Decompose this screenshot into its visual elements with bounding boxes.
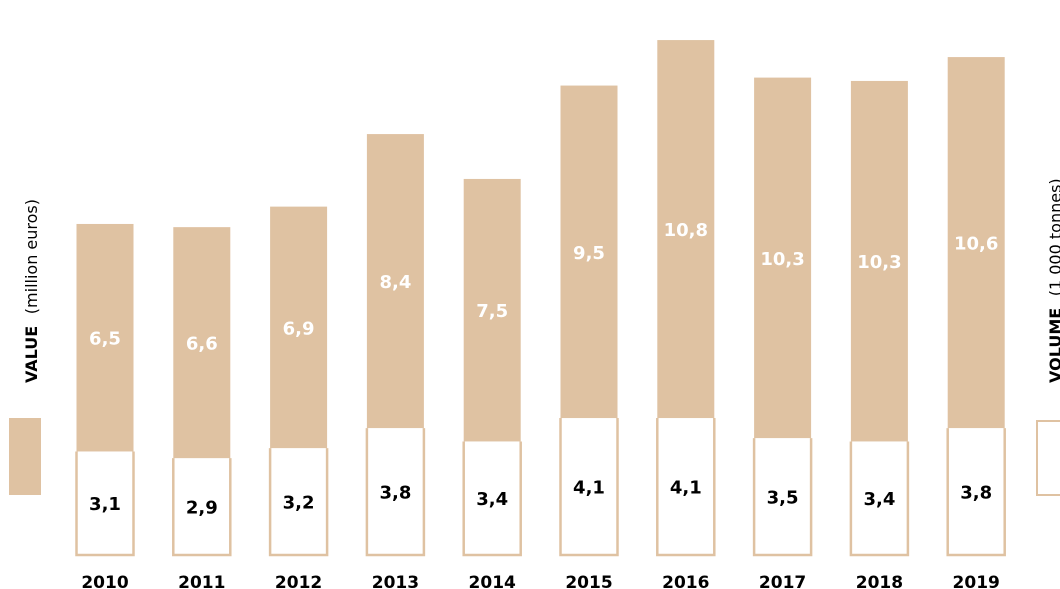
volume-bar-2016 bbox=[656, 418, 716, 557]
year-label-2012: 2012 bbox=[275, 573, 322, 589]
volume-bar-2019 bbox=[946, 428, 1006, 557]
volume-bar-2018 bbox=[849, 441, 910, 557]
year-label-2011: 2011 bbox=[178, 573, 225, 589]
volume-label-2016: 4,1 bbox=[670, 478, 702, 499]
bars-group: 6,5 3,1 2010 6,6 2,9 2011 6,9 3,2 2012 8,4 3,8 2013… bbox=[75, 40, 1006, 589]
year-label-2013: 2013 bbox=[372, 573, 419, 589]
value-bar-2019 bbox=[947, 57, 1005, 429]
value-bar-2013 bbox=[366, 134, 424, 429]
volume-axis-title: VOLUME (1 000 tonnes) bbox=[1046, 178, 1060, 383]
value-bar-2010 bbox=[76, 223, 134, 452]
value-label-2018: 10,3 bbox=[857, 252, 901, 273]
volume-label-2013: 3,8 bbox=[379, 483, 411, 504]
volume-bar-2013 bbox=[365, 428, 426, 557]
year-label-2015: 2015 bbox=[565, 573, 612, 589]
volume-bar-2012 bbox=[268, 448, 329, 557]
volume-bar-2017 bbox=[752, 438, 813, 557]
volume-bar-2011 bbox=[172, 458, 232, 557]
volume-legend-swatch bbox=[1036, 420, 1060, 496]
value-bar-2018 bbox=[850, 80, 908, 442]
volume-label-2011: 2,9 bbox=[186, 498, 218, 519]
volume-bar-2015 bbox=[559, 418, 619, 557]
volume-label-2019: 3,8 bbox=[960, 483, 992, 504]
value-label-2017: 10,3 bbox=[760, 249, 804, 270]
volume-label-2015: 4,1 bbox=[573, 478, 605, 499]
volume-bar-2014 bbox=[462, 441, 522, 557]
value-label-2014: 7,5 bbox=[476, 301, 508, 322]
value-bar-2014 bbox=[463, 178, 521, 442]
value-label-2016: 10,8 bbox=[664, 220, 708, 241]
year-label-2010: 2010 bbox=[81, 573, 128, 589]
value-label-2013: 8,4 bbox=[379, 272, 411, 293]
volume-label-2014: 3,4 bbox=[476, 489, 508, 510]
value-bar-2015 bbox=[560, 85, 618, 419]
year-label-2014: 2014 bbox=[469, 573, 516, 589]
value-bar-2016 bbox=[657, 40, 715, 419]
volume-bar-2010 bbox=[75, 451, 135, 557]
volume-label-2012: 3,2 bbox=[283, 493, 315, 514]
year-label-2016: 2016 bbox=[662, 573, 709, 589]
value-legend-swatch bbox=[9, 418, 41, 495]
value-label-2019: 10,6 bbox=[954, 234, 998, 255]
value-bar-2017 bbox=[754, 77, 812, 439]
value-label-2012: 6,9 bbox=[283, 318, 315, 339]
value-bar-2011 bbox=[173, 227, 231, 459]
year-label-2017: 2017 bbox=[759, 573, 806, 589]
value-bar-2012 bbox=[270, 206, 328, 449]
volume-label-2010: 3,1 bbox=[89, 494, 121, 515]
year-label-2018: 2018 bbox=[856, 573, 903, 589]
value-label-2010: 6,5 bbox=[89, 329, 121, 350]
volume-label-2017: 3,5 bbox=[767, 488, 799, 509]
year-label-2019: 2019 bbox=[953, 573, 1000, 589]
value-label-2011: 6,6 bbox=[186, 334, 218, 355]
volume-label-2018: 3,4 bbox=[863, 489, 895, 510]
value-label-2015: 9,5 bbox=[573, 243, 605, 264]
value-axis-title: VALUE (million euros) bbox=[22, 199, 41, 383]
